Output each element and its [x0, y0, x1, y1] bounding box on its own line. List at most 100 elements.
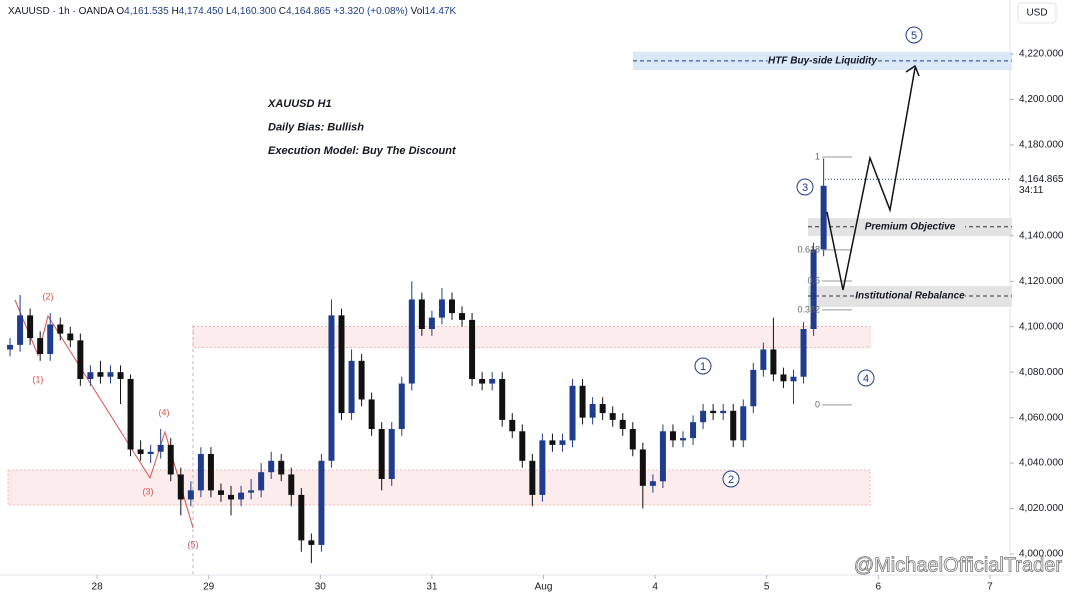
- candle-body: [398, 383, 405, 429]
- zone: [192, 326, 871, 349]
- ohlc-value: 4,160.300: [232, 6, 277, 17]
- wave-label: (3): [143, 486, 154, 496]
- impulse-circle: [905, 26, 923, 44]
- candle-body: [238, 492, 245, 500]
- candle-body: [479, 379, 486, 384]
- currency[interactable]: USD: [1026, 8, 1047, 19]
- impulse-circle: [722, 470, 740, 488]
- candle-body: [649, 481, 656, 486]
- x-tick-label: 4: [652, 582, 658, 593]
- zone-label-bg: [767, 54, 878, 67]
- candle-body: [529, 460, 536, 495]
- projection-head: [905, 64, 920, 77]
- ohlc-value: 4,174.450: [179, 6, 224, 17]
- candle-body: [810, 249, 817, 329]
- candle-body: [820, 185, 827, 250]
- candle-body: [37, 338, 44, 354]
- zone: [7, 469, 871, 506]
- y-tick-label: 4,140.000: [1019, 230, 1064, 241]
- candle-body: [318, 460, 325, 545]
- candle-body: [569, 385, 576, 441]
- y-tick-label: 4,220.000: [1019, 49, 1064, 60]
- candle-body: [147, 451, 154, 454]
- candle-body: [659, 431, 666, 482]
- x-tick-label: 31: [426, 582, 438, 593]
- y-tick-label: 4,020.000: [1019, 503, 1064, 514]
- y-tick-label: 4,000.000: [1019, 549, 1064, 560]
- wave-label: (2): [43, 291, 54, 301]
- note: Execution Model: Buy The Discount: [268, 145, 457, 157]
- impulse-circle: [796, 178, 814, 196]
- candle-body: [77, 340, 84, 379]
- candle-body: [559, 440, 566, 445]
- candle-body: [549, 440, 556, 445]
- volume-label: Vol: [411, 6, 425, 17]
- candle-body: [639, 449, 646, 486]
- candle-body: [57, 324, 64, 334]
- watermark: @MichaelOfficialTrader: [854, 554, 1062, 576]
- candle-body: [47, 324, 54, 354]
- candle-body: [27, 315, 34, 339]
- candle-body: [730, 410, 737, 441]
- zone-label: Premium Objective: [865, 221, 956, 232]
- x-tick-label: 30: [315, 582, 327, 593]
- candle-body: [207, 454, 214, 491]
- candle-body: [197, 454, 204, 491]
- candle-body: [800, 329, 807, 377]
- ohlc-label: O: [116, 6, 124, 17]
- candle-body: [187, 490, 194, 500]
- candle-body: [127, 379, 134, 450]
- candle-body: [338, 315, 345, 414]
- candle-body: [117, 372, 124, 379]
- y-tick-label: 4,180.000: [1019, 140, 1064, 151]
- candle-body: [770, 349, 777, 375]
- candle-body: [489, 379, 496, 384]
- candle-body: [17, 315, 24, 345]
- candle-body: [780, 374, 787, 382]
- fib-label: 0.5: [807, 275, 820, 285]
- note: XAUUSD H1: [267, 98, 332, 110]
- change: +3.320 (+0.08%): [333, 6, 408, 17]
- candle-body: [418, 299, 425, 329]
- note: Daily Bias: Bullish: [268, 121, 364, 133]
- candle-body: [509, 419, 516, 432]
- impulse-label: 2: [728, 474, 734, 486]
- candle-body: [720, 410, 727, 414]
- zone-label-bg: [855, 220, 965, 233]
- candle-body: [388, 429, 395, 479]
- symbol: XAUUSD · 1h · OANDA: [8, 6, 114, 17]
- ohlc-label: L: [226, 6, 232, 17]
- candle-body: [217, 490, 224, 495]
- candle-body: [680, 438, 687, 441]
- x-tick-label: 6: [876, 582, 882, 593]
- candle-body: [499, 379, 506, 420]
- y-tick-label: 4,060.000: [1019, 412, 1064, 423]
- candle-body: [177, 474, 184, 500]
- projection: [826, 67, 916, 291]
- candle-body: [579, 385, 586, 418]
- candle-body: [539, 440, 546, 495]
- ohlc-label: C: [279, 6, 286, 17]
- y-tick-label: 4,080.000: [1019, 367, 1064, 378]
- y-tick-label: 4,200.000: [1019, 94, 1064, 105]
- currency-button[interactable]: [1017, 2, 1057, 24]
- ohlc-label: H: [171, 6, 178, 17]
- fib-label: 0.382: [797, 304, 820, 314]
- fib-label: 0.618: [797, 244, 820, 254]
- volume: 14.47K: [425, 6, 457, 17]
- candle-body: [288, 474, 295, 495]
- candle-body: [690, 422, 697, 439]
- zone-label: HTF Buy-side Liquidity: [768, 55, 877, 66]
- candle-body: [790, 376, 797, 382]
- candle-body: [328, 315, 335, 461]
- candle-body: [157, 444, 164, 452]
- x-tick-label: 29: [203, 582, 215, 593]
- candle-body: [358, 360, 365, 400]
- candle-body: [428, 317, 435, 329]
- candle-body: [87, 372, 94, 379]
- impulse-circle: [694, 357, 712, 375]
- header-text: XAUUSD · 1h · OANDA O4,161.535 H4,174.45…: [8, 6, 457, 17]
- candle-body: [750, 369, 757, 407]
- candle-body: [740, 406, 747, 441]
